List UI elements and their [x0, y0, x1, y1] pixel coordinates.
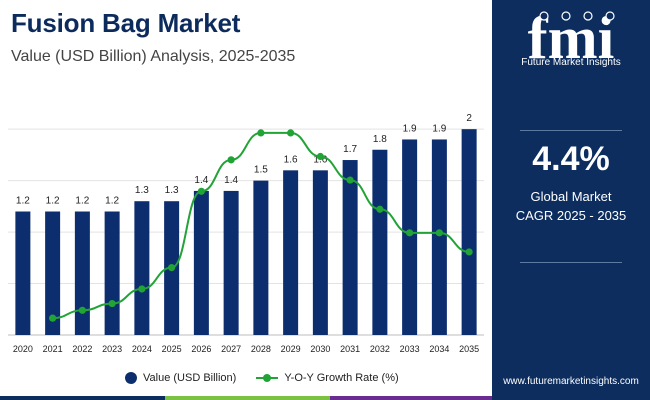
chart-title: Fusion Bag Market	[11, 8, 241, 38]
x-tick-2030: 2030	[310, 344, 330, 354]
growth-point-2029	[287, 129, 295, 137]
x-tick-2023: 2023	[102, 344, 122, 354]
bar-label-2025: 1.3	[165, 185, 179, 196]
bottom-strip-segment-2	[165, 396, 330, 400]
bottom-strip-segment-4	[492, 396, 650, 400]
sidebar-panel: fmi Future Market Insights 4.4% Global M…	[492, 0, 650, 400]
bar-2026	[193, 190, 209, 335]
growth-point-2023	[108, 299, 116, 308]
growth-point-2025	[168, 264, 176, 272]
x-tick-2021: 2021	[43, 344, 63, 354]
website-link[interactable]: www.futuremarketinsights.com	[503, 376, 639, 387]
bar-2027	[223, 190, 239, 335]
x-tick-2022: 2022	[72, 344, 92, 354]
x-tick-2031: 2031	[340, 344, 360, 354]
bar-label-2022: 1.2	[75, 196, 89, 207]
chart-plot: 1.21.21.21.21.31.31.41.41.51.61.61.71.81…	[8, 113, 484, 354]
bar-2034	[431, 139, 447, 335]
cagr-label: Global Market CAGR 2025 - 2035	[492, 187, 650, 225]
x-tick-2032: 2032	[370, 344, 390, 354]
bar-label-2031: 1.7	[343, 144, 357, 155]
chart-subtitle: Value (USD Billion) Analysis, 2025-2035	[11, 48, 296, 65]
growth-line-series	[49, 129, 473, 322]
x-tick-2028: 2028	[251, 344, 271, 354]
growth-point-2033	[406, 229, 414, 237]
x-tick-2024: 2024	[132, 344, 152, 354]
fmi-logo-icon: fmi	[528, 6, 615, 71]
bar-2022	[74, 211, 90, 335]
bar-label-2028: 1.5	[254, 165, 268, 176]
legend-item-value: Value (USD Billion)	[125, 372, 236, 384]
bar-2030	[312, 170, 328, 335]
legend-bar-swatch	[125, 372, 137, 384]
cagr-label-line-2: CAGR 2025 - 2035	[515, 208, 627, 223]
divider-top	[520, 130, 622, 131]
growth-point-2032	[376, 205, 384, 213]
bar-2035	[461, 129, 477, 335]
legend-line-swatch	[256, 374, 279, 382]
bar-2029	[283, 170, 299, 335]
bar-2033	[402, 139, 418, 335]
bar-label-2032: 1.8	[373, 134, 387, 145]
growth-point-2031	[346, 176, 354, 184]
x-tick-2029: 2029	[281, 344, 301, 354]
bar-data-labels: 1.21.21.21.21.31.31.41.41.51.61.61.71.81…	[16, 113, 472, 206]
growth-point-2030	[316, 152, 324, 161]
bottom-strip-segment-1	[0, 396, 165, 400]
growth-point-2024	[138, 285, 146, 293]
growth-point-2035	[465, 248, 473, 256]
bar-2020	[15, 211, 31, 335]
bar-2031	[342, 160, 358, 335]
bar-2023	[104, 211, 120, 335]
x-tick-2025: 2025	[162, 344, 182, 354]
legend-bar-label: Value (USD Billion)	[143, 372, 237, 384]
x-axis-ticks: 2020 2021 2022 2023 2024 2025 2026 2027 2028 2029…	[13, 344, 479, 354]
bar-2024	[134, 201, 150, 335]
growth-point-2026	[197, 187, 205, 195]
x-tick-2026: 2026	[191, 344, 211, 354]
legend-item-growth: Y-O-Y Growth Rate (%)	[256, 372, 399, 384]
bar-2032	[372, 149, 388, 335]
x-tick-2027: 2027	[221, 344, 241, 354]
x-tick-2035: 2035	[459, 344, 479, 354]
bar-label-2034: 1.9	[432, 123, 446, 134]
x-tick-2033: 2033	[400, 344, 420, 354]
bar-label-2024: 1.3	[135, 185, 149, 196]
bar-label-2029: 1.6	[284, 154, 298, 165]
bar-series	[15, 129, 477, 335]
x-tick-2034: 2034	[429, 344, 449, 354]
bar-2028	[253, 180, 269, 335]
bar-label-2020: 1.2	[16, 196, 30, 207]
cagr-label-line-1: Global Market	[530, 189, 612, 204]
divider-bottom	[520, 262, 622, 263]
bottom-strip-segment-3	[330, 396, 492, 400]
growth-point-2034	[435, 229, 443, 237]
growth-point-2028	[257, 129, 265, 137]
legend-line-label: Y-O-Y Growth Rate (%)	[284, 372, 399, 384]
x-tick-2020: 2020	[13, 344, 33, 354]
bar-label-2026: 1.4	[194, 175, 208, 186]
growth-point-2027	[227, 156, 235, 164]
bar-label-2035: 2	[466, 113, 472, 124]
logo-tagline: Future Market Insights	[521, 57, 621, 68]
bar-label-2033: 1.9	[403, 123, 417, 134]
cagr-value: 4.4%	[532, 140, 610, 178]
growth-point-2021	[49, 314, 57, 322]
chart-legend: Value (USD Billion) Y-O-Y Growth Rate (%…	[125, 371, 419, 385]
bar-2021	[45, 211, 61, 335]
bar-label-2023: 1.2	[105, 196, 119, 207]
bar-label-2027: 1.4	[224, 175, 238, 186]
growth-point-2022	[78, 306, 86, 314]
bar-label-2021: 1.2	[46, 196, 60, 207]
